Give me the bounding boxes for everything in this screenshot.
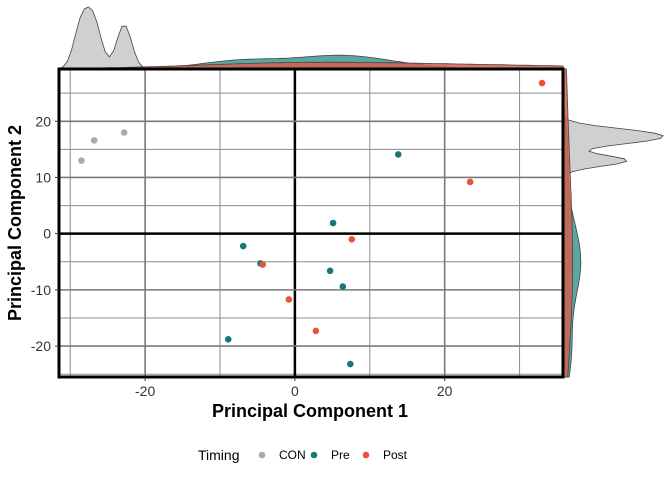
density-right-post: [562, 68, 573, 378]
data-point-pre: [326, 267, 334, 275]
x-axis-title: Principal Component 1: [212, 401, 408, 421]
data-point-post: [312, 327, 320, 335]
legend-key-con: [258, 451, 266, 459]
data-point-pre: [224, 336, 232, 343]
density-right-con: [562, 69, 664, 377]
right-marginal-density: [562, 68, 664, 378]
x-tick-label: 0: [291, 383, 299, 399]
data-point-pre: [347, 360, 354, 368]
data-point-pre: [329, 219, 337, 227]
data-point-con: [90, 137, 98, 144]
y-axis-title: Principal Component 2: [5, 125, 25, 321]
grid-lines: [59, 69, 563, 377]
y-tick-label: 20: [35, 113, 51, 129]
top-marginal-density: [58, 6, 564, 70]
data-point-con: [78, 157, 85, 164]
data-point-pre: [394, 151, 402, 158]
data-point-post: [348, 235, 356, 243]
x-tick-label: 20: [437, 383, 453, 399]
y-tick-label: -20: [31, 338, 51, 354]
data-point-post: [285, 296, 293, 303]
legend-title: Timing: [198, 447, 240, 463]
data-point-post: [538, 79, 546, 87]
legend-key-post: [362, 451, 370, 459]
panel-border: [57, 67, 565, 379]
y-tick-label: 0: [43, 226, 51, 242]
legend: Timing CON Pre Post: [198, 447, 408, 463]
y-tick-label: 10: [35, 169, 51, 185]
legend-label-post: Post: [383, 448, 408, 462]
legend-label-con: CON: [279, 448, 306, 462]
density-top-post: [58, 61, 564, 70]
data-points: [78, 79, 546, 368]
data-point-post: [259, 261, 266, 268]
data-point-pre: [239, 242, 247, 250]
legend-key-pre: [310, 451, 318, 459]
data-point-pre: [339, 283, 347, 290]
data-point-con: [120, 129, 128, 136]
axis-ticks: -20 0 20 -20 -10 0 10 20: [31, 113, 453, 399]
x-tick-label: -20: [135, 383, 155, 399]
y-tick-label: -10: [31, 282, 51, 298]
data-point-post: [466, 178, 474, 186]
legend-label-pre: Pre: [331, 448, 350, 462]
